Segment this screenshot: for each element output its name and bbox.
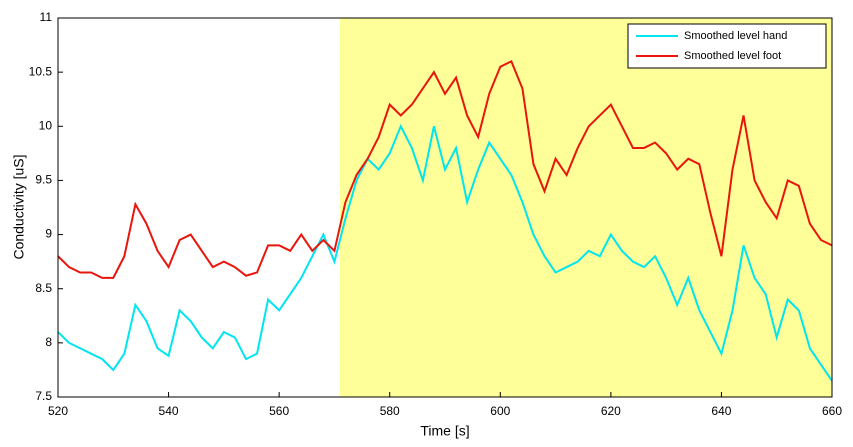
x-axis-label: Time [s] [420,423,469,439]
y-axis-label: Conductivity [uS] [11,154,27,259]
series-line [57,123,833,382]
x-tick-label: 600 [490,404,510,418]
x-tick-label: 520 [48,404,68,418]
x-tick-label: 620 [601,404,621,418]
series-line [57,59,833,279]
y-tick-label: 8 [45,335,52,349]
x-tick-label: 640 [711,404,731,418]
plot-frame [57,17,833,398]
shaded-region [339,18,832,397]
y-tick-label: 11 [40,10,53,24]
y-tick-label: 7.5 [35,389,52,403]
x-tick-label: 660 [822,404,842,418]
legend-label: Smoothed level hand [684,30,787,42]
y-tick-label: 8.5 [35,281,52,295]
y-tick-label: 9.5 [35,173,52,187]
y-tick-label: 9 [45,227,52,241]
x-tick-label: 540 [159,404,179,418]
legend-label: Smoothed level foot [684,50,781,62]
x-tick-label: 580 [380,404,400,418]
y-tick-label: 10 [39,118,53,132]
x-tick-label: 560 [269,404,289,418]
legend-box [627,23,827,69]
y-tick-label: 10.5 [29,64,53,78]
